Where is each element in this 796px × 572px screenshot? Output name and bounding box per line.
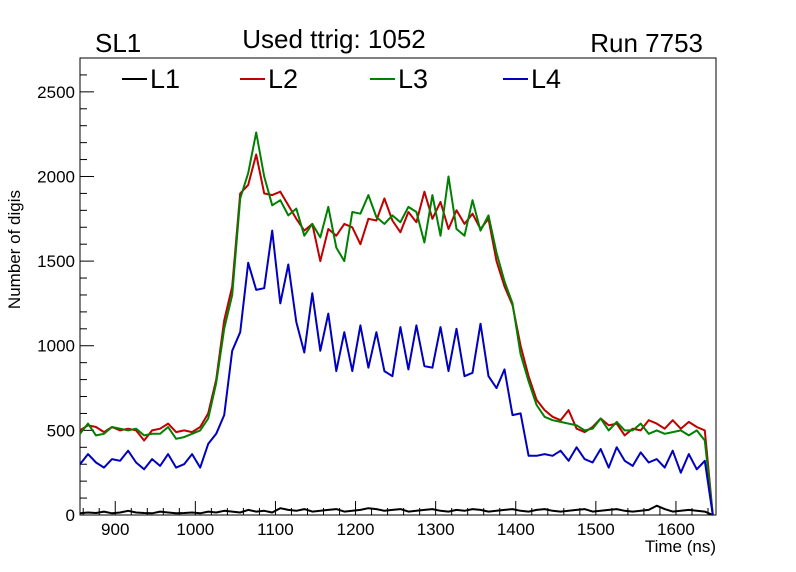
y-tick-label: 1500	[37, 252, 75, 271]
x-tick-label: 1600	[657, 520, 695, 539]
legend-label-l3: L3	[398, 64, 428, 94]
series-line-l4	[79, 229, 714, 516]
y-axis-title: Number of digis	[5, 190, 24, 309]
y-tick-label: 2000	[37, 167, 75, 186]
header-right-label: Run 7753	[590, 28, 703, 58]
series-line-l1	[79, 504, 714, 516]
series-group	[79, 131, 714, 516]
legend: L1 L2 L3 L4	[122, 64, 561, 94]
legend-label-l1: L1	[150, 64, 180, 94]
x-tick-label: 1400	[497, 520, 535, 539]
y-tick-label: 1000	[37, 337, 75, 356]
series-line-l3	[79, 131, 714, 516]
x-tick-label: 1100	[257, 520, 294, 539]
x-tick-label: 900	[101, 520, 129, 539]
y-tick-label: 0	[66, 506, 75, 525]
y-tick-label: 2500	[37, 83, 75, 102]
legend-label-l4: L4	[531, 64, 561, 94]
y-tick-label: 500	[47, 421, 75, 440]
plot-frame	[79, 57, 717, 516]
chart-title: Used ttrig: 1052	[242, 24, 426, 54]
header-left-label: SL1	[95, 28, 141, 58]
x-axis-title: Time (ns)	[645, 537, 716, 556]
x-tick-label: 1500	[577, 520, 615, 539]
series-line-l2	[79, 153, 714, 516]
legend-label-l2: L2	[268, 64, 298, 94]
x-axis: 900 1000 1100 1200 1300 1400 1500 1600	[82, 501, 709, 539]
x-tick-label: 1200	[337, 520, 375, 539]
x-tick-label: 1300	[417, 520, 455, 539]
y-axis: 0 500 1000 1500 2000 2500	[37, 57, 94, 525]
x-tick-label: 1000	[176, 520, 214, 539]
